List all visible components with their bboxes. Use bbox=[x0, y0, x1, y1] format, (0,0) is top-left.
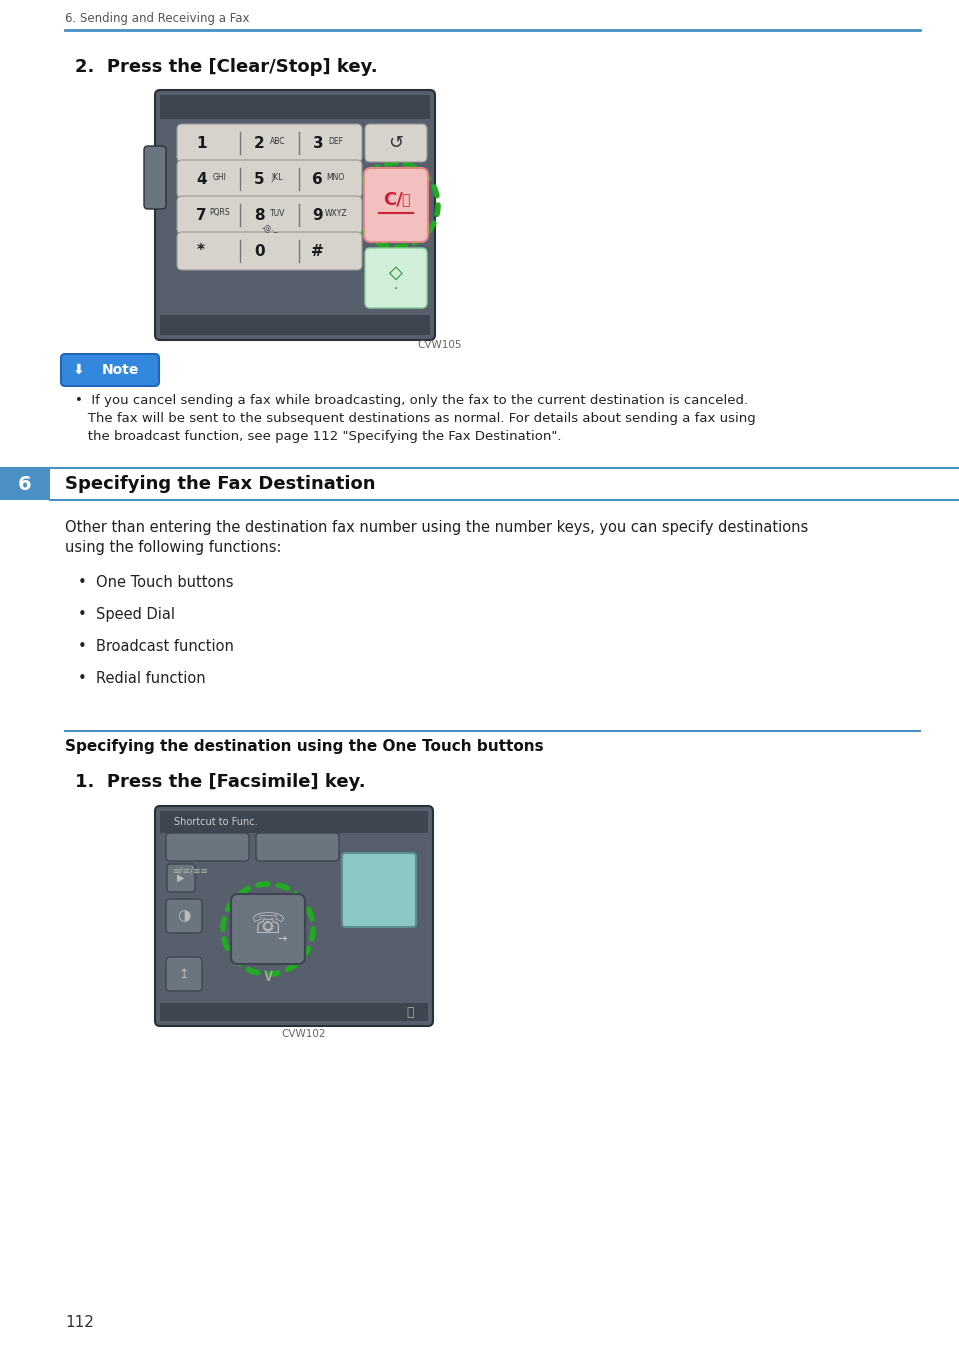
Bar bbox=[160, 95, 430, 120]
FancyBboxPatch shape bbox=[166, 899, 202, 933]
Text: WXYZ: WXYZ bbox=[324, 208, 347, 218]
FancyBboxPatch shape bbox=[365, 248, 427, 307]
FancyBboxPatch shape bbox=[166, 957, 202, 991]
Text: ≡/≡/≡≡: ≡/≡/≡≡ bbox=[172, 866, 208, 874]
Text: GHI: GHI bbox=[212, 173, 226, 181]
Text: Specifying the Fax Destination: Specifying the Fax Destination bbox=[65, 475, 376, 494]
Text: C/: C/ bbox=[383, 190, 403, 209]
FancyBboxPatch shape bbox=[231, 894, 305, 964]
Text: •  Speed Dial: • Speed Dial bbox=[78, 607, 175, 622]
Text: MNO: MNO bbox=[327, 173, 345, 181]
Text: 2: 2 bbox=[254, 136, 265, 151]
Text: #: # bbox=[312, 243, 324, 258]
Text: CVW105: CVW105 bbox=[418, 340, 462, 350]
Text: 8: 8 bbox=[254, 208, 265, 223]
Text: -@._: -@._ bbox=[261, 224, 278, 233]
Bar bbox=[0, 468, 50, 500]
Text: 7: 7 bbox=[196, 208, 206, 223]
Text: ⦾: ⦾ bbox=[407, 1005, 413, 1019]
Text: 6: 6 bbox=[18, 475, 32, 494]
Text: ⃠: ⃠ bbox=[401, 193, 409, 207]
FancyBboxPatch shape bbox=[161, 97, 429, 118]
Text: ↥: ↥ bbox=[178, 967, 189, 981]
Text: •  If you cancel sending a fax while broadcasting, only the fax to the current d: • If you cancel sending a fax while broa… bbox=[75, 394, 748, 407]
Text: TUV: TUV bbox=[269, 208, 285, 218]
Text: PQRS: PQRS bbox=[209, 208, 229, 218]
Text: •  Redial function: • Redial function bbox=[78, 670, 205, 685]
Bar bbox=[160, 316, 430, 335]
Text: 6. Sending and Receiving a Fax: 6. Sending and Receiving a Fax bbox=[65, 12, 249, 24]
Text: ◑: ◑ bbox=[177, 908, 191, 923]
Text: 5: 5 bbox=[254, 171, 265, 186]
FancyBboxPatch shape bbox=[342, 853, 416, 928]
FancyBboxPatch shape bbox=[61, 354, 159, 386]
FancyBboxPatch shape bbox=[167, 864, 195, 892]
Text: →: → bbox=[277, 934, 287, 944]
FancyBboxPatch shape bbox=[177, 124, 362, 162]
Text: 4: 4 bbox=[196, 171, 206, 186]
Text: the broadcast function, see page 112 "Specifying the Fax Destination".: the broadcast function, see page 112 "Sp… bbox=[75, 430, 562, 443]
Text: 112: 112 bbox=[65, 1315, 94, 1330]
Text: CVW102: CVW102 bbox=[282, 1030, 326, 1039]
Text: 9: 9 bbox=[313, 208, 323, 223]
Text: ABC: ABC bbox=[269, 136, 285, 146]
Text: ∨: ∨ bbox=[262, 967, 274, 985]
FancyBboxPatch shape bbox=[177, 196, 362, 234]
Text: DEF: DEF bbox=[328, 136, 343, 146]
Text: *: * bbox=[198, 243, 205, 258]
Text: 1: 1 bbox=[196, 136, 206, 151]
Text: ☏: ☏ bbox=[250, 911, 286, 938]
Text: •  Broadcast function: • Broadcast function bbox=[78, 639, 234, 654]
FancyBboxPatch shape bbox=[144, 146, 166, 209]
Text: 6: 6 bbox=[313, 171, 323, 186]
Text: 0: 0 bbox=[254, 243, 265, 258]
Text: Other than entering the destination fax number using the number keys, you can sp: Other than entering the destination fax … bbox=[65, 520, 808, 534]
Text: Specifying the destination using the One Touch buttons: Specifying the destination using the One… bbox=[65, 738, 544, 753]
Text: ↺: ↺ bbox=[388, 135, 404, 152]
Text: ◇: ◇ bbox=[389, 264, 403, 282]
Text: ▶: ▶ bbox=[177, 873, 185, 883]
Text: 3: 3 bbox=[313, 136, 323, 151]
Text: using the following functions:: using the following functions: bbox=[65, 540, 282, 555]
FancyBboxPatch shape bbox=[256, 832, 339, 861]
Text: Shortcut to Func.: Shortcut to Func. bbox=[174, 817, 258, 827]
FancyBboxPatch shape bbox=[364, 169, 428, 242]
Text: 2.  Press the [Clear/Stop] key.: 2. Press the [Clear/Stop] key. bbox=[75, 58, 378, 76]
FancyBboxPatch shape bbox=[365, 124, 427, 162]
Bar bbox=[160, 811, 428, 832]
FancyBboxPatch shape bbox=[177, 160, 362, 199]
FancyBboxPatch shape bbox=[166, 832, 249, 861]
Text: •  One Touch buttons: • One Touch buttons bbox=[78, 575, 233, 590]
FancyBboxPatch shape bbox=[177, 233, 362, 271]
Text: ⬇: ⬇ bbox=[73, 363, 84, 377]
Text: The fax will be sent to the subsequent destinations as normal. For details about: The fax will be sent to the subsequent d… bbox=[75, 412, 756, 424]
Text: ·: · bbox=[394, 282, 398, 296]
FancyBboxPatch shape bbox=[155, 806, 433, 1025]
Text: 1.  Press the [Facsimile] key.: 1. Press the [Facsimile] key. bbox=[75, 772, 365, 792]
Bar bbox=[160, 1004, 428, 1021]
FancyBboxPatch shape bbox=[155, 90, 435, 340]
Text: Note: Note bbox=[102, 363, 139, 377]
Text: JKL: JKL bbox=[271, 173, 283, 181]
